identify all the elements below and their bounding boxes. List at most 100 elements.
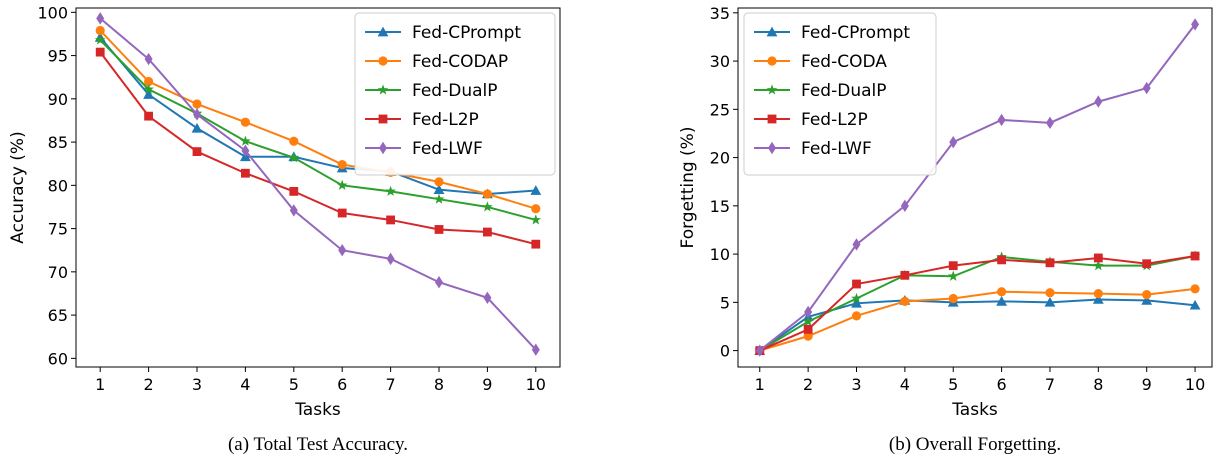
series-line — [99, 36, 536, 195]
y-tick-label: 90 — [48, 90, 68, 109]
legend-marker — [767, 56, 777, 66]
data-point — [192, 99, 202, 109]
plot-frame — [75, 7, 561, 368]
data-point — [803, 324, 813, 334]
series-line — [759, 287, 1196, 352]
data-point — [948, 293, 958, 304]
y-tick-label: 65 — [48, 306, 68, 325]
legend-marker — [766, 84, 778, 95]
legend-item: Fed-DualP — [365, 81, 498, 101]
data-point — [95, 47, 105, 57]
x-tick-label: 7 — [1045, 375, 1055, 394]
data-point — [804, 305, 813, 319]
x-tick-label: 7 — [386, 375, 396, 394]
data-point — [1191, 18, 1200, 31]
data-point — [530, 214, 542, 225]
legend-label: Fed-CPrompt — [412, 23, 521, 43]
data-point — [483, 291, 492, 304]
data-point — [289, 186, 299, 196]
legend-item: Fed-LWF — [365, 139, 483, 159]
figure-caption: (a) Total Test Accuracy. — [228, 434, 408, 455]
y-axis-label: Forgetting (%) — [678, 127, 698, 249]
x-tick-label: 8 — [434, 375, 444, 394]
data-point — [338, 244, 347, 257]
data-point — [1189, 299, 1201, 310]
y-tick-label: 25 — [710, 100, 730, 119]
legend-label: Fed-CODAP — [412, 52, 508, 72]
data-point — [997, 287, 1007, 297]
data-point — [241, 144, 250, 157]
y-axis-label: Accuracy (%) — [8, 131, 28, 243]
x-tick-label: 5 — [948, 375, 958, 394]
y-tick-label: 80 — [48, 176, 68, 195]
data-point — [531, 343, 540, 356]
legend-label: Fed-L2P — [801, 110, 868, 130]
series-line — [99, 17, 537, 351]
data-point — [288, 152, 300, 163]
x-tick-label: 9 — [482, 375, 492, 394]
legend-label: Fed-CODA — [801, 52, 887, 72]
series-line — [759, 298, 1196, 352]
legend-label: Fed-LWF — [801, 139, 872, 159]
data-point — [802, 316, 814, 327]
x-tick-label: 6 — [337, 375, 347, 394]
data-point — [1094, 95, 1103, 108]
data-point — [240, 117, 250, 127]
data-point — [433, 193, 445, 204]
series-line — [99, 39, 537, 221]
legend-marker — [766, 26, 778, 37]
data-point — [900, 270, 910, 280]
x-axis-label: Tasks — [294, 400, 341, 420]
forgetting-chart: 1 2 3 4 5 6 7 8 9 10 0 5 10 15 20 25 30 35 Tasks Forgetting… — [678, 4, 1213, 455]
legend-marker — [379, 141, 387, 155]
data-point — [193, 108, 201, 121]
series-fed-cprompt — [754, 294, 1201, 355]
data-point — [192, 147, 202, 156]
data-point — [386, 215, 395, 225]
data-point — [144, 111, 153, 121]
series-line — [759, 23, 1196, 352]
legend-label: Fed-L2P — [412, 110, 479, 130]
series-fed-lwf — [96, 12, 540, 356]
x-tick-label: 3 — [192, 375, 202, 394]
legend-item: Fed-CPrompt — [754, 23, 910, 43]
data-point — [385, 185, 396, 196]
data-point — [531, 239, 541, 249]
series-fed-l2p — [95, 47, 541, 249]
legend-item: Fed-CODA — [754, 52, 887, 72]
data-point — [144, 76, 154, 87]
data-point — [434, 177, 444, 187]
data-point — [1093, 253, 1103, 263]
plot-frame — [737, 7, 1213, 368]
figure-caption: (b) Overall Forgetting. — [889, 434, 1061, 455]
accuracy-chart: 1 2 3 4 5 6 7 8 9 10 60 65 70 75 80 85 90 95 100 Tasks Accur… — [8, 3, 561, 455]
data-point — [337, 208, 347, 218]
legend-item: Fed-L2P — [365, 110, 479, 130]
data-point — [241, 168, 250, 178]
y-tick-label: 75 — [48, 220, 68, 239]
legend-marker — [377, 26, 389, 37]
x-tick-label: 10 — [526, 375, 546, 394]
data-point — [1045, 288, 1055, 298]
y-tick-label: 15 — [710, 197, 730, 216]
y-tick-label: 0 — [720, 342, 730, 361]
data-point — [851, 292, 862, 304]
data-point — [94, 34, 106, 45]
x-tick-label: 3 — [851, 375, 861, 394]
y-tick-label: 70 — [48, 263, 68, 282]
data-point — [996, 295, 1008, 306]
data-point — [949, 135, 958, 149]
series-line — [99, 29, 537, 210]
y-tick-label: 20 — [710, 149, 730, 168]
data-point — [900, 199, 909, 213]
data-point — [482, 201, 493, 212]
data-point — [337, 159, 347, 170]
data-point — [483, 227, 492, 237]
data-point — [1092, 294, 1104, 304]
x-tick-label: 1 — [755, 375, 765, 394]
y-tick-label: 30 — [710, 52, 730, 71]
y-tick-label: 95 — [48, 47, 68, 66]
series-line — [99, 51, 537, 246]
legend-marker — [767, 114, 777, 124]
